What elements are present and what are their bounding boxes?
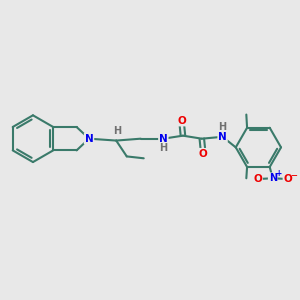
Text: N: N	[159, 134, 168, 144]
Text: O: O	[284, 174, 292, 184]
Text: O: O	[199, 149, 208, 159]
Text: +: +	[275, 169, 281, 178]
Text: N: N	[85, 134, 93, 144]
Text: O: O	[177, 116, 186, 126]
Text: O: O	[253, 174, 262, 184]
Text: −: −	[290, 171, 297, 180]
Text: H: H	[218, 122, 226, 132]
Text: N: N	[218, 132, 227, 142]
Text: H: H	[159, 143, 167, 154]
Text: H: H	[113, 126, 121, 136]
Text: N: N	[269, 173, 277, 183]
